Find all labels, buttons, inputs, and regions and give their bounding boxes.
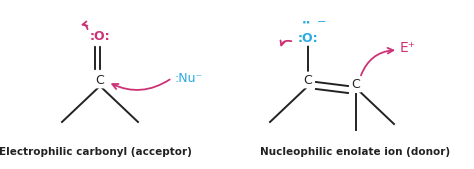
Text: C: C — [304, 74, 312, 87]
Text: ⋅⋅: ⋅⋅ — [302, 17, 312, 30]
Text: C: C — [96, 74, 104, 87]
FancyArrowPatch shape — [82, 21, 88, 29]
Text: −: − — [317, 17, 327, 27]
Text: :O:: :O: — [298, 31, 319, 44]
Text: :O:: :O: — [90, 30, 110, 42]
FancyArrowPatch shape — [281, 40, 292, 45]
Text: C: C — [352, 78, 360, 91]
FancyArrowPatch shape — [361, 48, 393, 75]
Text: Nucleophilic enolate ion (donor): Nucleophilic enolate ion (donor) — [260, 147, 450, 157]
Text: :Nu⁻: :Nu⁻ — [175, 71, 203, 84]
FancyArrowPatch shape — [112, 80, 170, 90]
Text: Electrophilic carbonyl (acceptor): Electrophilic carbonyl (acceptor) — [0, 147, 191, 157]
Text: E⁺: E⁺ — [400, 41, 416, 55]
